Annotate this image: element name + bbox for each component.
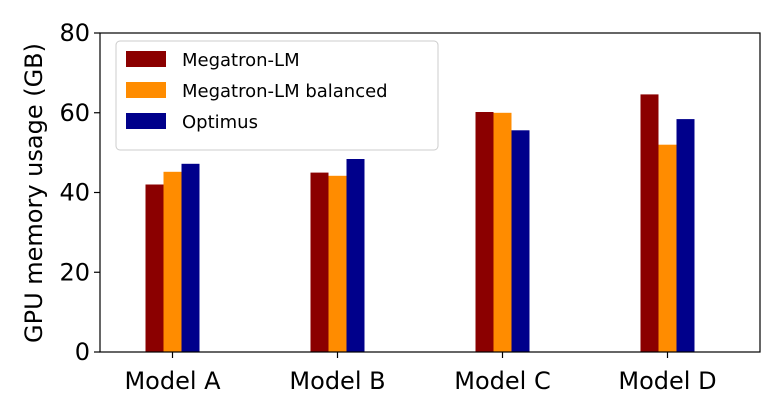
y-ticks-group: 0 20 40 60 80: [59, 19, 100, 366]
bar-megatron-lm-balanced-model-a: [163, 171, 182, 352]
y-tick-label: 20: [59, 258, 90, 286]
legend-label: Optimus: [182, 112, 258, 133]
bar-megatron-lm-model-d: [640, 94, 659, 353]
legend-box: [115, 40, 439, 151]
bar-megatron-lm-balanced-model-c: [493, 112, 512, 353]
bar-megatron-lm-balanced-model-b: [328, 175, 347, 352]
y-tick-label: 0: [75, 338, 90, 366]
legend-swatch: [126, 51, 166, 67]
bar-optimus-model-a: [181, 163, 200, 352]
bar-megatron-lm-model-b: [310, 172, 329, 352]
y-tick-label: 40: [59, 179, 90, 207]
x-ticks-group: Model A Model B Model C Model D: [124, 352, 717, 395]
bar-megatron-lm-model-a: [145, 184, 164, 352]
y-tick-label: 60: [59, 99, 90, 127]
legend: Megatron-LM Megatron-LM balanced Optimus: [115, 40, 439, 151]
x-tick-label: Model A: [124, 367, 221, 395]
y-tick-label: 80: [59, 19, 90, 47]
legend-label: Megatron-LM: [182, 50, 300, 71]
x-tick-label: Model B: [289, 367, 385, 395]
bar-optimus-model-d: [676, 119, 695, 352]
bar-megatron-lm-balanced-model-d: [658, 144, 677, 352]
x-tick-label: Model C: [454, 367, 550, 395]
bar-optimus-model-c: [511, 130, 530, 352]
y-axis-label: GPU memory usage (GB): [20, 43, 48, 343]
legend-swatch: [126, 113, 166, 129]
x-tick-label: Model D: [618, 367, 716, 395]
legend-swatch: [126, 82, 166, 98]
legend-label: Megatron-LM balanced: [182, 81, 388, 102]
bar-megatron-lm-model-c: [475, 112, 494, 352]
bar-optimus-model-b: [346, 159, 365, 352]
bars-group: [145, 94, 695, 353]
